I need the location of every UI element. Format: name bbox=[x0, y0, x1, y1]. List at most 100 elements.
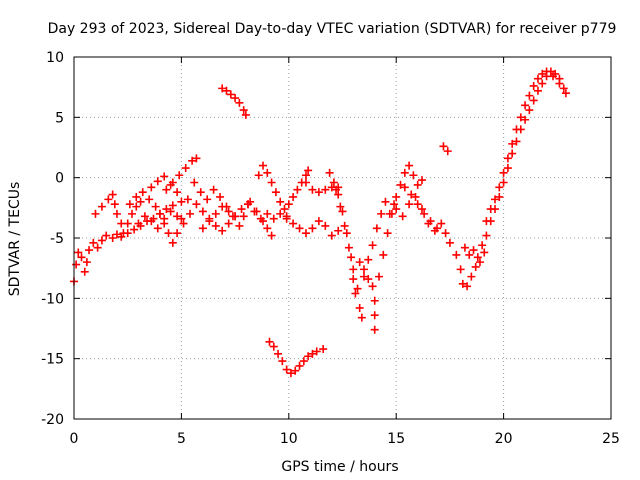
data-point bbox=[205, 217, 214, 226]
data-point bbox=[304, 166, 313, 175]
data-point bbox=[160, 172, 169, 181]
chart-title: Day 293 of 2023, Sidereal Day-to-day VTE… bbox=[48, 21, 617, 37]
data-point bbox=[286, 369, 295, 378]
data-point bbox=[533, 74, 542, 83]
data-point bbox=[72, 260, 81, 269]
data-point bbox=[254, 171, 263, 180]
data-point bbox=[173, 212, 182, 221]
data-point bbox=[183, 195, 192, 204]
data-point bbox=[340, 221, 349, 230]
data-point bbox=[222, 86, 231, 95]
data-point bbox=[127, 209, 136, 218]
data-point bbox=[383, 229, 392, 238]
data-point bbox=[411, 192, 420, 201]
data-point bbox=[379, 250, 388, 259]
data-point bbox=[503, 154, 512, 163]
data-point bbox=[400, 168, 409, 177]
y-tick-label: 5 bbox=[55, 110, 64, 126]
data-point bbox=[224, 219, 233, 228]
data-point bbox=[112, 209, 121, 218]
data-point bbox=[405, 200, 414, 209]
data-point bbox=[503, 164, 512, 173]
data-point bbox=[445, 238, 454, 247]
data-point bbox=[168, 178, 177, 187]
data-point bbox=[555, 79, 564, 88]
data-point bbox=[269, 342, 278, 351]
data-point bbox=[276, 197, 285, 206]
data-point bbox=[276, 209, 285, 218]
y-tick-label: -10 bbox=[41, 291, 64, 307]
data-point bbox=[222, 202, 231, 211]
data-point bbox=[155, 209, 164, 218]
data-point bbox=[188, 156, 197, 165]
data-point bbox=[308, 224, 317, 233]
data-point bbox=[82, 258, 91, 267]
data-point bbox=[368, 282, 377, 291]
data-point bbox=[342, 229, 351, 238]
data-point bbox=[295, 224, 304, 233]
data-point bbox=[301, 171, 310, 180]
data-point bbox=[538, 79, 547, 88]
data-point bbox=[467, 272, 476, 281]
data-point bbox=[203, 195, 212, 204]
data-point bbox=[291, 366, 300, 375]
data-point bbox=[102, 231, 111, 240]
data-point bbox=[308, 349, 317, 358]
data-point bbox=[396, 180, 405, 189]
data-point bbox=[525, 91, 534, 100]
data-point bbox=[209, 185, 218, 194]
data-point bbox=[289, 219, 298, 228]
data-point bbox=[508, 149, 517, 158]
data-point bbox=[405, 161, 414, 170]
data-point bbox=[185, 209, 194, 218]
data-point bbox=[559, 84, 568, 93]
data-points bbox=[70, 67, 570, 378]
data-point bbox=[321, 221, 330, 230]
data-point bbox=[433, 224, 442, 233]
data-point bbox=[134, 219, 143, 228]
y-tick-label: -15 bbox=[41, 352, 64, 368]
data-point bbox=[407, 190, 416, 199]
data-point bbox=[370, 311, 379, 320]
data-point bbox=[97, 202, 106, 211]
data-point bbox=[153, 177, 162, 186]
data-point bbox=[441, 229, 450, 238]
data-point bbox=[409, 171, 418, 180]
data-point bbox=[499, 168, 508, 177]
data-point bbox=[237, 205, 246, 214]
data-point bbox=[370, 296, 379, 305]
grid bbox=[74, 57, 611, 419]
data-point bbox=[355, 303, 364, 312]
data-point bbox=[413, 200, 422, 209]
data-point bbox=[278, 357, 287, 366]
data-point bbox=[312, 347, 321, 356]
data-point bbox=[471, 262, 480, 271]
data-point bbox=[463, 282, 472, 291]
data-point bbox=[235, 98, 244, 107]
data-point bbox=[140, 212, 149, 221]
data-point bbox=[349, 265, 358, 274]
data-point bbox=[349, 275, 358, 284]
data-point bbox=[119, 229, 128, 238]
data-point bbox=[495, 192, 504, 201]
data-point bbox=[314, 217, 323, 226]
data-point bbox=[413, 180, 422, 189]
data-point bbox=[192, 200, 201, 209]
data-point bbox=[77, 253, 86, 262]
data-point bbox=[364, 275, 373, 284]
data-point bbox=[426, 217, 435, 226]
data-point bbox=[147, 183, 156, 192]
data-point bbox=[125, 200, 134, 209]
data-point bbox=[91, 209, 100, 218]
data-point bbox=[104, 195, 113, 204]
data-point bbox=[293, 185, 302, 194]
data-point bbox=[198, 207, 207, 216]
x-tick-label: 15 bbox=[387, 431, 405, 447]
data-point bbox=[529, 81, 538, 90]
data-point bbox=[301, 178, 310, 187]
data-point bbox=[473, 253, 482, 262]
data-point bbox=[252, 207, 261, 216]
data-point bbox=[177, 197, 186, 206]
data-point bbox=[173, 188, 182, 197]
data-point bbox=[370, 325, 379, 334]
